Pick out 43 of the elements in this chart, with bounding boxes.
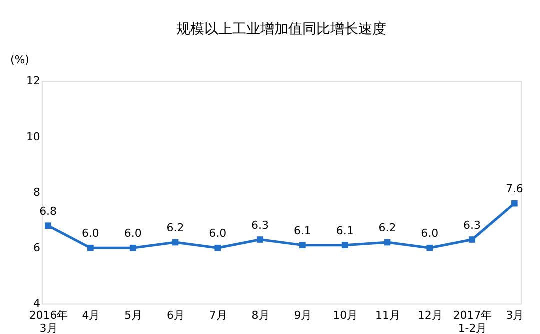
data-label: 6.0 (124, 227, 142, 240)
data-label: 7.6 (506, 182, 524, 196)
x-tick-label: 3月 (506, 309, 524, 322)
x-tick-label: 6月 (166, 309, 185, 322)
data-label: 6.8 (40, 204, 58, 218)
point (469, 236, 476, 243)
x-tick-label: 4月 (82, 309, 100, 322)
point (214, 244, 222, 252)
data-label: 6.2 (166, 222, 184, 235)
point (384, 239, 391, 246)
point (172, 239, 179, 246)
point (300, 242, 306, 248)
point (130, 244, 136, 252)
data-label: 6.3 (252, 218, 270, 232)
x-tick-label: 10月 (333, 309, 358, 322)
data-label: 6.0 (421, 227, 439, 240)
point (342, 242, 348, 248)
point (512, 200, 518, 207)
x-tick-label: 5月 (124, 309, 143, 322)
point (257, 236, 264, 243)
point (45, 222, 52, 230)
y-tick-label: 4 (33, 297, 40, 310)
x-tick-label: 11月 (375, 309, 400, 322)
x-tick-label: 8月 (252, 309, 270, 322)
data-label: 6.2 (378, 222, 396, 235)
y-axis-title: (%) (10, 54, 30, 67)
x-tick-label: 2017年 1-2月 (453, 309, 492, 334)
y-tick-label: 8 (33, 186, 40, 199)
data-label: 6.0 (82, 227, 100, 240)
x-tick-label: 2016年 3月 (29, 309, 68, 334)
data-label: 6.3 (464, 218, 482, 232)
point (426, 244, 434, 252)
data-label: 6.0 (209, 227, 227, 240)
x-tick-label: 12月 (418, 309, 443, 322)
y-tick-label: 6 (33, 242, 40, 255)
data-label: 6.1 (294, 224, 312, 238)
chart-title: 规模以上工业增加值同比增长速度 (176, 21, 386, 38)
x-tick-label: 7月 (209, 309, 228, 322)
x-tick-label: 9月 (294, 309, 312, 322)
y-tick-label: 12 (26, 74, 40, 88)
data-label: 6.1 (336, 224, 354, 238)
y-tick-label: 10 (26, 130, 40, 144)
point (88, 244, 94, 252)
